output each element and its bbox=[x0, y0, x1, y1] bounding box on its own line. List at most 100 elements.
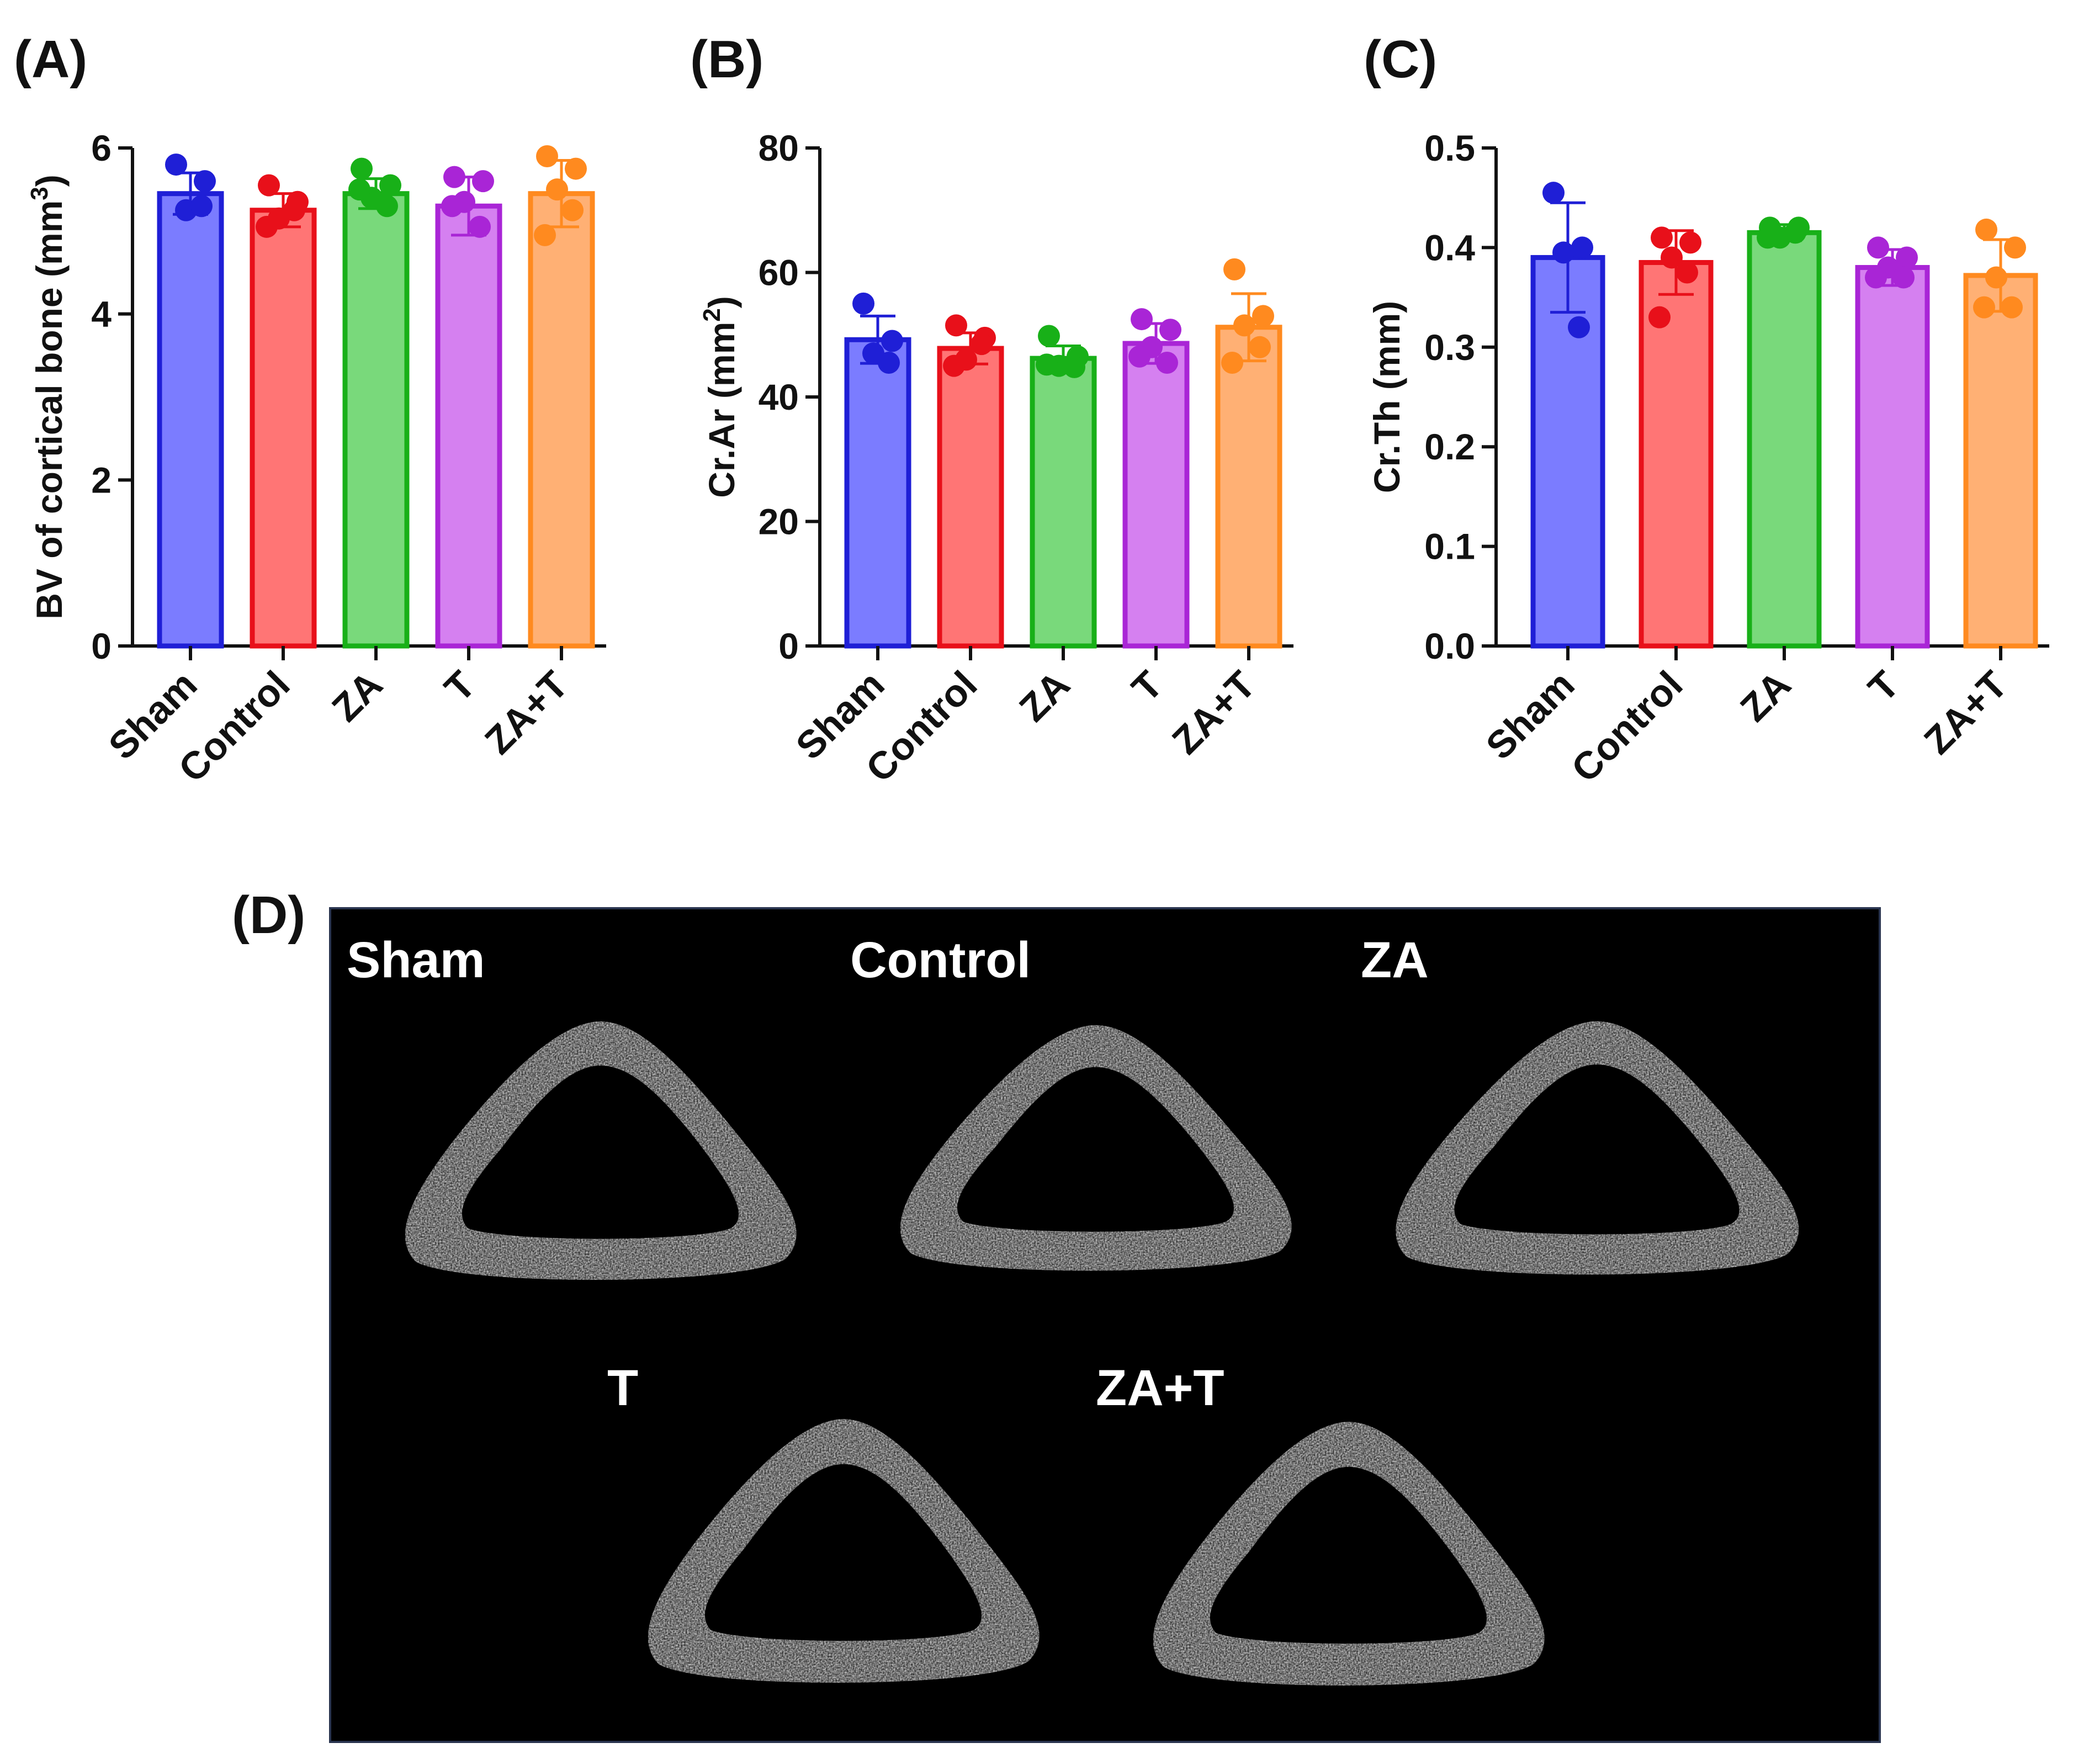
data-point bbox=[376, 195, 398, 218]
data-point bbox=[1552, 241, 1574, 264]
data-point bbox=[561, 199, 584, 221]
y-tick-label: 0.1 bbox=[1424, 526, 1475, 567]
data-point bbox=[852, 292, 874, 315]
data-point bbox=[971, 333, 993, 356]
data-point bbox=[1892, 266, 1915, 289]
data-point bbox=[1063, 356, 1085, 378]
data-point bbox=[472, 170, 494, 193]
x-category-label: T bbox=[436, 663, 483, 709]
data-point bbox=[1679, 231, 1701, 254]
data-point bbox=[1973, 296, 1995, 319]
bar-za-t bbox=[1215, 325, 1282, 649]
panel-a-letter: (A) bbox=[14, 30, 87, 89]
x-category-label: ZA bbox=[324, 663, 390, 729]
data-point bbox=[1156, 351, 1178, 374]
data-point bbox=[1038, 325, 1060, 347]
y-axis-title: BV of cortical bone (mm3) bbox=[26, 174, 70, 619]
y-tick-label: 0.5 bbox=[1424, 128, 1475, 168]
data-point bbox=[1128, 345, 1150, 368]
data-point bbox=[379, 174, 401, 197]
data-point bbox=[1975, 218, 1997, 241]
image-label-za-t: ZA+T bbox=[1096, 1360, 1224, 1416]
data-point bbox=[1252, 305, 1274, 327]
y-tick-label: 80 bbox=[759, 128, 799, 168]
data-point bbox=[2001, 296, 2023, 319]
y-tick-label: 2 bbox=[91, 459, 112, 500]
bar-sham bbox=[157, 191, 224, 649]
y-tick-label: 0.3 bbox=[1424, 327, 1475, 368]
y-tick-label: 0.0 bbox=[1424, 626, 1475, 666]
x-category-label: Sham bbox=[1478, 663, 1583, 767]
data-point bbox=[283, 199, 305, 221]
data-point bbox=[1542, 182, 1565, 204]
x-category-label: T bbox=[1860, 663, 1907, 709]
data-point bbox=[1784, 221, 1806, 244]
data-point bbox=[190, 195, 213, 218]
data-point bbox=[1036, 353, 1058, 376]
y-tick-label: 6 bbox=[91, 128, 112, 168]
data-point bbox=[1661, 246, 1683, 269]
data-point bbox=[1233, 314, 1255, 337]
bar-za bbox=[1030, 356, 1097, 649]
data-point bbox=[1571, 236, 1593, 259]
data-point bbox=[256, 215, 278, 238]
bar-za bbox=[1747, 230, 1822, 649]
data-point bbox=[1676, 261, 1698, 284]
data-point bbox=[1896, 246, 1918, 269]
data-point bbox=[443, 166, 465, 188]
image-label-za: ZA bbox=[1361, 932, 1429, 988]
bar-sham bbox=[1530, 255, 1605, 649]
data-point bbox=[1249, 336, 1271, 358]
micro-ct-left-gap bbox=[331, 1347, 591, 1350]
y-tick-label: 0 bbox=[778, 626, 799, 666]
data-point bbox=[165, 153, 187, 176]
data-point bbox=[194, 170, 216, 193]
data-point bbox=[565, 157, 587, 180]
bar-za-t bbox=[1963, 273, 2038, 649]
x-category-label: ZA+T bbox=[1916, 663, 2015, 762]
data-point bbox=[2004, 236, 2026, 259]
image-label-t: T bbox=[607, 1360, 638, 1416]
bar-za bbox=[342, 191, 410, 649]
data-point bbox=[943, 354, 965, 377]
y-axis-title: Cr.Th (mm) bbox=[1366, 301, 1407, 493]
bar-control bbox=[937, 346, 1004, 649]
data-point bbox=[1223, 258, 1245, 280]
data-point bbox=[348, 178, 370, 201]
data-point bbox=[1757, 226, 1779, 249]
y-tick-label: 20 bbox=[759, 501, 799, 542]
bar-za-t bbox=[528, 191, 595, 649]
y-tick-label: 40 bbox=[759, 377, 799, 417]
data-point bbox=[878, 351, 900, 374]
y-tick-label: 4 bbox=[91, 294, 112, 335]
panel-c-letter: (C) bbox=[1364, 30, 1437, 89]
data-point bbox=[881, 330, 903, 352]
x-category-label: T bbox=[1123, 663, 1170, 709]
bar-sham bbox=[844, 337, 911, 649]
data-point bbox=[546, 178, 568, 201]
data-point bbox=[441, 195, 463, 218]
data-point bbox=[1648, 306, 1671, 329]
x-category-label: ZA+T bbox=[476, 663, 576, 762]
image-label-sham: Sham bbox=[347, 932, 485, 988]
data-point bbox=[536, 145, 558, 168]
data-point bbox=[258, 174, 280, 197]
x-category-label: ZA+T bbox=[1164, 663, 1263, 762]
panel-b-letter: (B) bbox=[690, 30, 764, 89]
image-label-control: Control bbox=[850, 932, 1031, 988]
x-category-label: Control bbox=[1563, 663, 1691, 790]
y-tick-label: 0 bbox=[91, 626, 112, 666]
data-point bbox=[1131, 308, 1153, 331]
data-point bbox=[1651, 226, 1673, 249]
data-point bbox=[1865, 266, 1887, 289]
micro-ct-images: Sham Control ZA T ZA+T bbox=[329, 907, 1881, 1743]
data-point bbox=[1985, 266, 2007, 289]
data-point bbox=[534, 224, 556, 246]
x-category-label: ZA bbox=[1732, 663, 1799, 729]
bar-t bbox=[435, 203, 502, 649]
bar-t bbox=[1855, 264, 1930, 649]
